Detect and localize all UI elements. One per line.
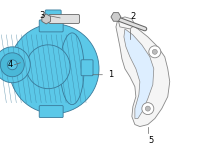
Text: 2: 2 (131, 12, 136, 21)
Ellipse shape (9, 24, 99, 114)
Polygon shape (118, 17, 135, 29)
Ellipse shape (60, 33, 84, 105)
FancyBboxPatch shape (39, 20, 63, 32)
Circle shape (7, 60, 17, 70)
FancyBboxPatch shape (45, 10, 61, 22)
Text: 5: 5 (149, 136, 154, 145)
Text: 1: 1 (93, 70, 113, 79)
FancyBboxPatch shape (39, 106, 63, 118)
Polygon shape (124, 29, 154, 119)
Circle shape (152, 49, 157, 54)
Circle shape (0, 53, 24, 77)
Circle shape (149, 46, 161, 58)
Circle shape (0, 47, 30, 83)
FancyBboxPatch shape (49, 14, 80, 23)
Text: 4: 4 (8, 60, 13, 69)
FancyBboxPatch shape (81, 60, 93, 76)
Text: 3: 3 (39, 11, 44, 20)
Circle shape (26, 45, 70, 89)
Circle shape (145, 106, 150, 111)
Circle shape (142, 103, 154, 115)
Polygon shape (116, 19, 170, 127)
